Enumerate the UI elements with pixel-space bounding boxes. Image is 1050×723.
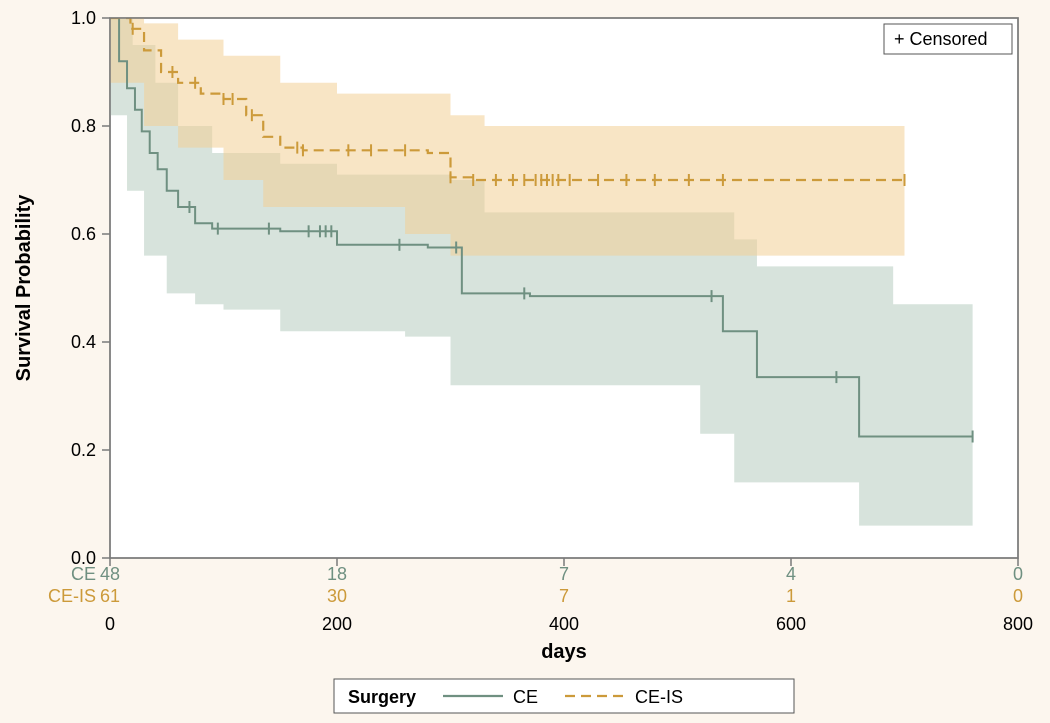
risk-value: 0 <box>1013 586 1023 606</box>
x-tick-label: 400 <box>549 614 579 634</box>
y-axis-title: Survival Probability <box>13 194 35 382</box>
y-tick-label: 0.8 <box>71 116 96 136</box>
risk-label-ce: CE <box>71 564 96 584</box>
risk-value: 7 <box>559 564 569 584</box>
y-tick-label: 0.2 <box>71 440 96 460</box>
risk-value: 4 <box>786 564 796 584</box>
legend-title: Surgery <box>348 687 416 707</box>
legend-label: CE <box>513 687 538 707</box>
y-tick-label: 1.0 <box>71 8 96 28</box>
x-tick-label: 0 <box>105 614 115 634</box>
risk-value: 30 <box>327 586 347 606</box>
x-tick-label: 800 <box>1003 614 1033 634</box>
legend-label: CE-IS <box>635 687 683 707</box>
x-axis-title: days <box>541 641 587 663</box>
risk-value: 61 <box>100 586 120 606</box>
km-chart-container: 0.00.20.40.60.81.00200400600800Survival … <box>0 0 1050 723</box>
x-tick-label: 600 <box>776 614 806 634</box>
x-tick-label: 200 <box>322 614 352 634</box>
risk-value: 48 <box>100 564 120 584</box>
y-tick-label: 0.4 <box>71 332 96 352</box>
y-tick-label: 0.6 <box>71 224 96 244</box>
km-chart-svg: 0.00.20.40.60.81.00200400600800Survival … <box>0 0 1050 723</box>
risk-label-ce-is: CE-IS <box>48 586 96 606</box>
risk-value: 18 <box>327 564 347 584</box>
risk-value: 7 <box>559 586 569 606</box>
risk-value: 1 <box>786 586 796 606</box>
risk-value: 0 <box>1013 564 1023 584</box>
censored-text: + Censored <box>894 29 988 49</box>
